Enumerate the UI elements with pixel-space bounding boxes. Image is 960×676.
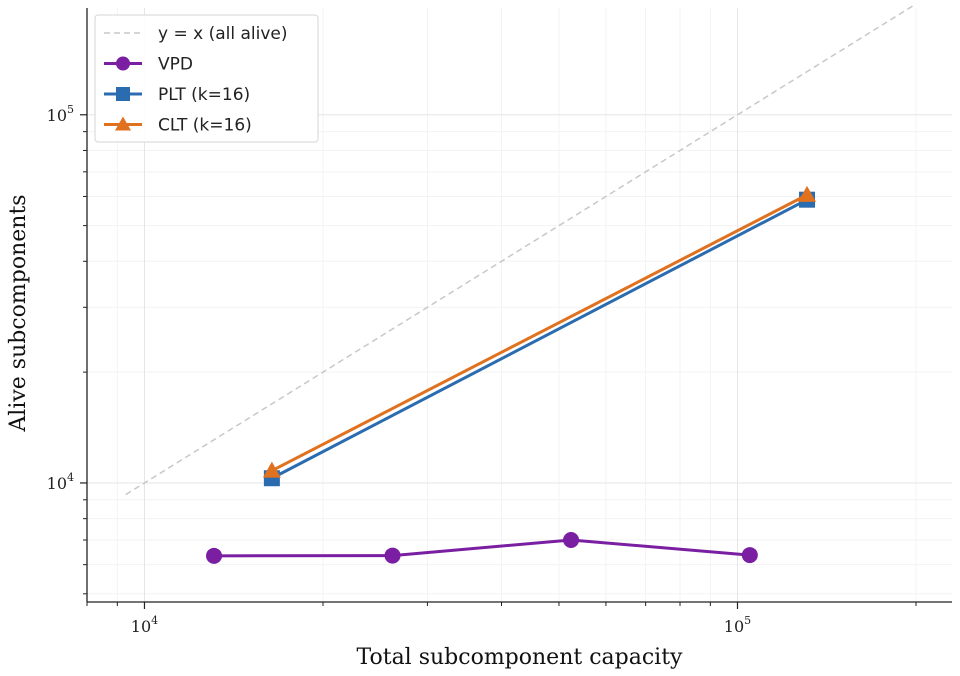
point-marker [116,87,130,101]
legend-label: VPD [158,55,193,75]
legend-box [94,14,319,143]
axes [86,8,952,603]
x-tick-label: 105 [724,614,751,636]
x-tick-label: 104 [131,614,158,636]
legend-label: y = x (all alive) [158,24,288,44]
point-marker [116,56,130,71]
series-line [271,198,808,480]
point-marker [798,185,817,202]
point-marker [384,547,401,564]
point-marker [262,461,281,478]
y-tick-label: 104 [47,471,74,493]
series-line [271,193,808,472]
point-marker [741,547,758,564]
y-tick-label: 105 [47,103,74,125]
point-marker [206,547,223,564]
point-marker [563,531,580,548]
legend-label: CLT (k=16) [158,116,252,136]
series-line [214,538,750,558]
point-marker [115,116,131,131]
plot-marks [125,3,917,564]
ticks: 104 105 104 105 [47,103,917,636]
reference-line [125,3,917,496]
legend: y = x (all alive) VPD PLT (k=16) CLT (k=16) [94,14,319,143]
grid [86,8,952,602]
y-axis-label: Alive subcomponents [6,194,31,432]
legend-label: PLT (k=16) [158,85,250,105]
x-axis-label: Total subcomponent capacity [357,645,684,670]
